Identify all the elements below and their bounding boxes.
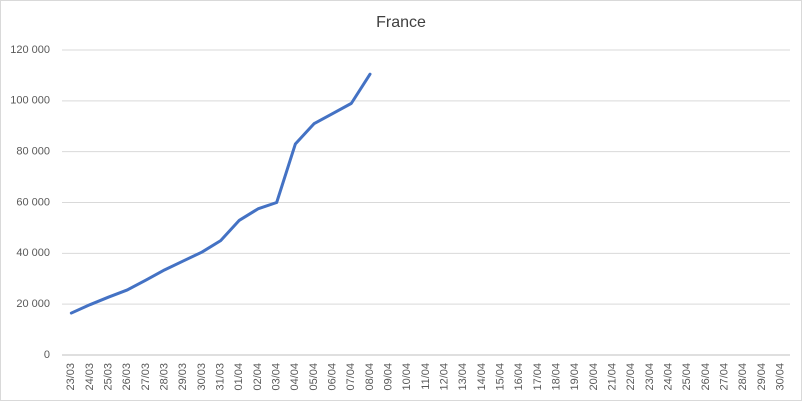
- x-tick-label: 03/04: [271, 363, 283, 391]
- x-tick-label: 20/04: [588, 363, 600, 391]
- x-tick-label: 13/04: [457, 363, 469, 391]
- x-tick-label: 04/04: [289, 363, 301, 391]
- x-tick-label: 02/04: [252, 363, 264, 391]
- x-tick-label: 16/04: [513, 363, 525, 391]
- x-tick-label: 05/04: [308, 363, 320, 391]
- x-tick-label: 29/04: [756, 363, 768, 391]
- y-tick-label: 60 000: [16, 196, 50, 208]
- x-tick-label: 14/04: [476, 363, 488, 391]
- x-tick-label: 25/04: [681, 363, 693, 391]
- x-tick-label: 28/03: [159, 363, 171, 391]
- data-line: [69, 72, 372, 315]
- y-tick-label: 0: [44, 349, 50, 361]
- x-tick-label: 23/04: [644, 363, 656, 391]
- x-tick-label: 09/04: [383, 363, 395, 391]
- x-tick-label: 23/03: [65, 363, 77, 391]
- x-tick-label: 19/04: [569, 363, 581, 391]
- x-tick-label: 24/03: [84, 363, 96, 391]
- x-tick-label: 27/03: [140, 363, 152, 391]
- x-tick-label: 10/04: [401, 363, 413, 391]
- x-tick-label: 31/03: [215, 363, 227, 391]
- x-tick-label: 01/04: [233, 363, 245, 391]
- x-tick-label: 26/04: [700, 363, 712, 391]
- x-tick-label: 08/04: [364, 363, 376, 391]
- x-tick-label: 07/04: [345, 363, 357, 391]
- x-tick-label: 28/04: [737, 363, 749, 391]
- y-tick-label: 80 000: [16, 146, 50, 158]
- x-tick-label: 11/04: [420, 363, 432, 390]
- x-tick-label: 21/04: [607, 363, 619, 391]
- x-tick-label: 24/04: [663, 363, 675, 391]
- x-tick-label: 30/03: [196, 363, 208, 391]
- x-tick-label: 17/04: [532, 363, 544, 391]
- x-tick-label: 25/03: [103, 363, 115, 391]
- chart-title: France: [376, 14, 426, 31]
- x-tick-label: 12/04: [439, 363, 451, 391]
- x-tick-label: 27/04: [719, 363, 731, 391]
- x-tick-label: 18/04: [551, 363, 563, 391]
- x-tick-label: 15/04: [495, 363, 507, 391]
- y-tick-label: 20 000: [16, 298, 50, 310]
- x-tick-label: 26/03: [121, 363, 133, 391]
- y-tick-label: 100 000: [10, 95, 50, 107]
- x-tick-label: 30/04: [775, 363, 787, 391]
- y-tick-label: 40 000: [16, 247, 50, 259]
- y-tick-label: 120 000: [10, 44, 50, 56]
- x-tick-label: 06/04: [327, 363, 339, 391]
- x-tick-label: 22/04: [625, 363, 637, 391]
- x-tick-label: 29/03: [177, 363, 189, 391]
